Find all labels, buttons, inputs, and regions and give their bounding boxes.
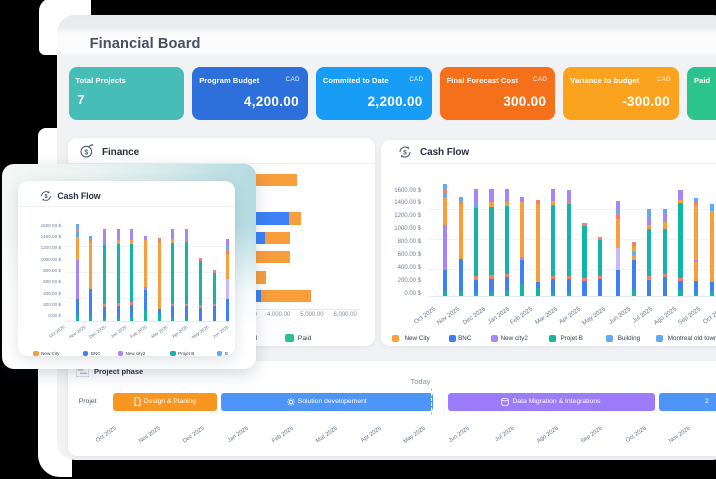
svg-text:$: $ bbox=[84, 149, 88, 156]
svg-text:$: $ bbox=[44, 194, 47, 200]
svg-text:$: $ bbox=[403, 149, 407, 156]
